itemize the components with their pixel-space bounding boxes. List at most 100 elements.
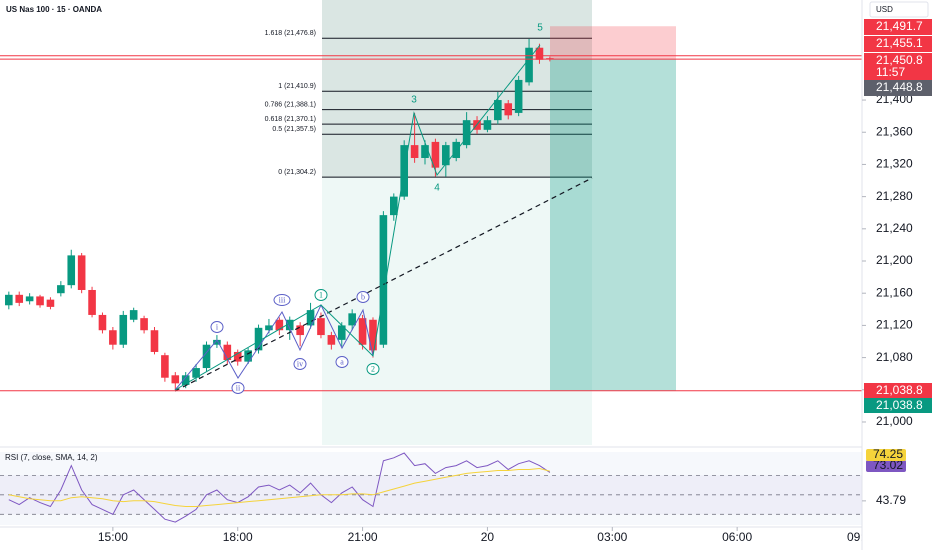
candle-body [213,339,221,345]
circled-label: b [361,292,365,301]
rsi-band [0,475,862,515]
candle-body [171,375,180,384]
wave-circle [210,321,224,333]
candle-body [181,375,190,385]
wave-label: 4 [434,183,440,194]
circled-label: 1 [319,290,323,299]
rsi-badge-label: 73.02 [873,458,903,472]
target-zone [550,59,676,391]
candle-body [494,100,502,121]
candle-body [275,319,284,331]
candle-body [462,120,471,146]
candle-body [379,215,388,345]
candle-body [98,314,107,331]
candle-body [119,314,128,345]
x-tick-label: 20 [481,530,495,544]
x-tick-label: 18:00 [223,530,253,544]
candle-body [88,289,96,315]
x-tick-label: 21:00 [348,530,378,544]
candle-body [525,47,533,83]
y-tick-label: 21,280 [876,189,913,203]
rsi-badge-label: 74.25 [873,447,903,461]
price-badge-label: 21,455.1 [876,36,923,50]
x-tick-label: 06:00 [722,530,752,544]
circled-label: iii [279,295,286,304]
candle-body [57,285,65,294]
candle-body [285,319,294,331]
fib-label: 0.786 (21,388.1) [265,101,316,108]
candle-body [504,103,513,116]
candle-body [15,294,24,303]
candle-body [244,350,252,362]
price-badge-label: 21,450.8 [876,53,923,67]
candle-body [327,335,336,345]
wave-label: 5 [537,23,543,34]
rsi-line [8,452,551,523]
candle-body [369,319,377,351]
wave-circle [293,358,307,370]
candle-body [46,299,55,307]
circled-label: ii [236,383,241,392]
price-badge [864,383,932,398]
candle-body [25,296,34,302]
candle-body [67,255,76,286]
minor-wave [174,303,374,391]
candle-body [5,294,13,306]
candle-body [431,141,440,168]
rsi-badge [866,449,906,461]
wave-circle [314,289,328,301]
candle-body [348,313,356,326]
candle-body [483,120,492,130]
fib-label: 0.5 (21,357.5) [272,126,316,133]
candle-body [358,318,367,345]
x-tick-label: 15:00 [98,530,128,544]
rsi-tick-label: 43.79 [876,493,906,507]
trendline [174,177,593,392]
candle-body [192,368,200,378]
wave-label: 3 [411,95,417,106]
price-badge-label: 21,038.8 [876,398,923,412]
wave-circle [231,382,245,394]
price-badge-label: 21,491.7 [876,19,923,33]
price-badge [864,53,932,80]
y-tick-label: 21,360 [876,124,913,138]
y-tick-label: 21,080 [876,350,913,364]
circled-label: i [216,322,219,331]
countdown: 11:57 [876,65,905,79]
candle-body [410,145,419,158]
fib-label: 0.618 (21,370.1) [265,116,316,123]
price-badge [864,80,932,96]
candle-body [150,330,159,352]
price-badge-label: 21,038.8 [876,383,923,397]
y-tick-label: 21,320 [876,157,913,171]
wave-circle [366,363,380,375]
currency-box [869,1,929,18]
candle-body [535,47,544,60]
candle-body [296,325,304,336]
candle-body [140,318,148,331]
candle-body [109,330,117,345]
rsi-line [8,467,551,507]
candle-body [306,310,315,326]
y-tick-label: 21,000 [876,414,913,428]
candle-body [254,327,263,351]
wave-circle [273,294,291,306]
x-tick-label: 03:00 [597,530,627,544]
candle-body [77,255,86,290]
price-badge [864,19,932,35]
candle-body [389,196,398,216]
candle-body [36,296,44,306]
fib-label: 1 (21,410.9) [278,83,316,90]
currency: USD [876,5,893,14]
price-badge [864,398,932,413]
candle-body [514,79,523,113]
y-tick-label: 21,160 [876,285,913,299]
y-tick-label: 21,240 [876,221,913,235]
candle-body [223,344,232,361]
major-wave [174,44,541,391]
y-tick-label: 21,120 [876,318,913,332]
candle-body [421,145,429,158]
chart-title: US Nas 100 · 15 · OANDA [6,5,102,14]
price-badge [864,36,932,52]
